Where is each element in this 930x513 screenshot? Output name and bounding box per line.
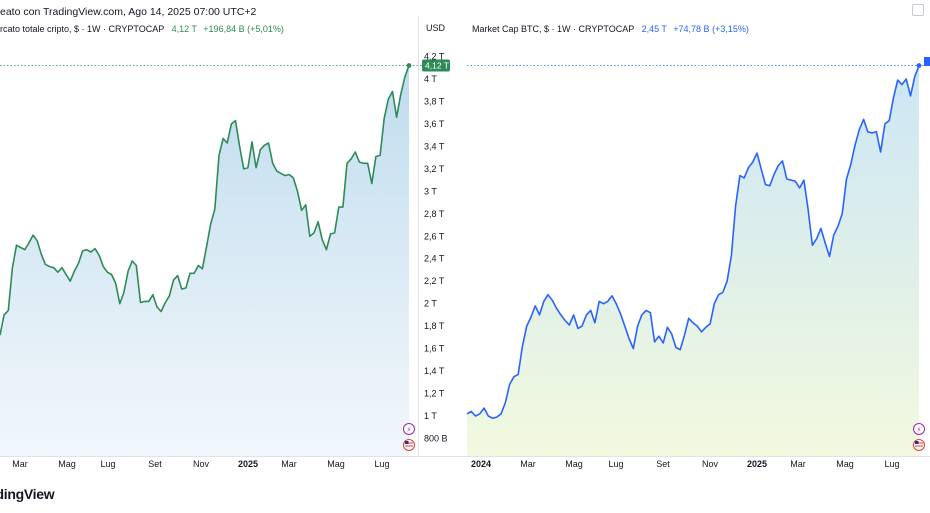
time-axis-label: 2025 [747,459,767,469]
price-axis-label: 2,8 T [424,209,445,219]
price-axis-label: 2,4 T [424,254,445,264]
time-axis-label: 2025 [238,459,258,469]
fullscreen-icon[interactable] [912,4,924,16]
price-axis-label: 1 T [424,411,437,421]
price-axis-label: 2,2 T [424,276,445,286]
price-axis-label: 2,6 T [424,231,445,241]
last-price-badge [422,59,450,72]
price-axis-label: 3,6 T [424,119,445,129]
legend-right: Market Cap BTC, $ · 1W · CRYPTOCAP 2,45 … [472,24,749,34]
time-axis-label: Mag [327,459,345,469]
last-price-badge-text: 4,12 T [425,61,449,71]
lightning-icon[interactable] [403,423,415,435]
time-axis-label: Mag [836,459,854,469]
legend-left: rcato totale cripto, $ · 1W · CRYPTOCAP … [0,24,284,34]
time-axis-label: Lug [884,459,899,469]
time-axis-label: Mar [281,459,297,469]
lightning-icon-glyph: ⚡ [407,426,412,434]
right-series-line [466,65,920,419]
time-axis-label: Nov [193,459,210,469]
time-axis-label: Lug [100,459,115,469]
legend-left-value: 4,12 T [171,24,197,34]
time-axis-label: Set [656,459,670,469]
us-flag-canton [405,441,409,444]
time-axis-border [0,456,930,457]
legend-right-value: 2,45 T [641,24,667,34]
legend-left-change: +196,84 B (+5,01%) [203,24,284,34]
price-axis-label: 1,2 T [424,389,445,399]
us-flag-canton [915,441,919,444]
time-axis-label: Set [148,459,162,469]
time-axis-label: Lug [374,459,389,469]
price-axis-label: 3,2 T [424,164,445,174]
left-series-line [0,65,410,336]
time-axis-label: 2024 [471,459,491,469]
price-axis-label: 1,8 T [424,321,445,331]
price-axis-label: 3 T [424,186,437,196]
price-axis-label: 1,4 T [424,366,445,376]
price-axis-label: 1,6 T [424,344,445,354]
legend-right-change: +74,78 B (+3,15%) [673,24,749,34]
right-price-marker [924,57,930,66]
left-last-point [406,63,412,68]
legend-left-name: rcato totale cripto, $ · 1W · CRYPTOCAP [0,24,165,34]
time-axis-label: Mar [520,459,536,469]
price-axis-label: 800 B [424,433,448,443]
time-axis-label: Nov [702,459,719,469]
time-axis-label: Mar [12,459,28,469]
chart-header: eato con TradingView.com, Ago 14, 2025 0… [0,6,257,18]
right-last-point [916,63,922,68]
time-axis-label: Mag [565,459,583,469]
right-area-fill [467,65,919,456]
price-axis-unit: USD [426,23,446,33]
time-axis-label: Lug [608,459,623,469]
price-axis-label: 3,8 T [424,96,445,106]
tradingview-logo-text: adingView [0,486,55,502]
price-axis-label: 4,2 T [424,52,445,62]
time-axis-label: Mag [58,459,76,469]
legend-right-name: Market Cap BTC, $ · 1W · CRYPTOCAP [472,24,635,34]
price-axis-label: 4 T [424,74,437,84]
time-axis-label: Mar [790,459,806,469]
price-axis-label: 2 T [424,299,437,309]
price-axis-label: 3,4 T [424,141,445,151]
lightning-icon-glyph: ⚡ [917,426,922,434]
lightning-icon[interactable] [913,423,925,435]
panel-separator [418,16,419,456]
